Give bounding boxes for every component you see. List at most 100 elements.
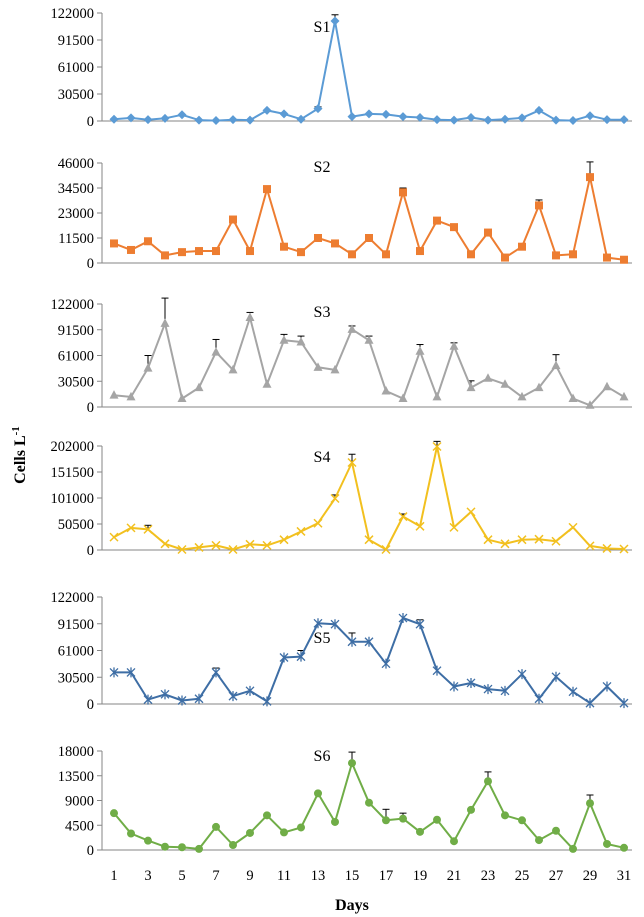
- data-point: [484, 228, 492, 237]
- data-point: [143, 694, 153, 705]
- data-point: [534, 693, 544, 704]
- data-point: [449, 681, 459, 692]
- data-point: [619, 391, 629, 401]
- data-point: [194, 382, 204, 392]
- panel-label: S2: [314, 159, 331, 176]
- data-point: [449, 522, 459, 532]
- y-tick-label: 101000: [51, 491, 95, 507]
- data-point: [262, 696, 272, 707]
- data-point: [415, 112, 425, 122]
- data-point: [398, 112, 408, 122]
- data-point: [501, 253, 509, 262]
- data-point: [313, 362, 323, 371]
- data-point: [160, 113, 170, 123]
- x-tick-label: 1: [110, 868, 117, 884]
- x-tick-labels: 1 3 5 7 9 11 13 15 17 19 21 23 25 27 29 31: [110, 868, 631, 884]
- data-point: [246, 247, 254, 256]
- x-tick-label: 13: [311, 868, 326, 884]
- data-point: [483, 115, 493, 125]
- x-tick-label: 3: [144, 868, 151, 884]
- data-point: [110, 239, 118, 248]
- data-point: [313, 104, 323, 114]
- data-point: [415, 346, 425, 355]
- data-point: [109, 390, 119, 399]
- data-point: [347, 324, 357, 333]
- y-tick-label: 18000: [58, 744, 94, 760]
- data-point: [296, 651, 306, 662]
- data-point: [364, 335, 374, 344]
- data-point: [433, 815, 441, 824]
- data-point: [534, 105, 544, 115]
- data-point: [194, 542, 204, 552]
- data-point: [228, 544, 238, 555]
- data-point: [364, 109, 374, 119]
- data-point: [246, 828, 254, 837]
- y-tick-label: 91500: [58, 617, 94, 633]
- panel-label: S5: [314, 630, 331, 647]
- data-point: [399, 814, 407, 823]
- data-point: [381, 109, 391, 119]
- data-point: [551, 115, 561, 125]
- data-point: [432, 115, 442, 125]
- data-point: [212, 822, 220, 831]
- data-point: [619, 115, 629, 125]
- y-tick-label: 122000: [51, 590, 95, 606]
- data-point: [449, 341, 459, 350]
- data-point: [177, 110, 187, 120]
- data-point: [535, 201, 543, 210]
- y-tick-label: 61000: [58, 644, 94, 660]
- data-point: [330, 493, 340, 504]
- data-point: [313, 518, 323, 528]
- data-point: [432, 665, 442, 676]
- data-point: [398, 393, 408, 403]
- data-point: [586, 173, 594, 182]
- data-point: [398, 512, 408, 522]
- data-point: [365, 234, 373, 242]
- y-axis-title-text: Cells L: [12, 435, 29, 483]
- data-point: [381, 658, 391, 669]
- panel-label: S6: [314, 748, 331, 765]
- data-point: [568, 393, 578, 403]
- data-point: [602, 115, 612, 125]
- data-point: [228, 115, 238, 125]
- data-point: [585, 400, 595, 409]
- data-point: [160, 689, 170, 700]
- y-tick-label: 13500: [58, 769, 94, 785]
- data-point: [466, 507, 476, 517]
- data-point: [161, 842, 169, 851]
- data-point: [245, 312, 255, 322]
- data-point: [603, 253, 611, 262]
- data-point: [110, 809, 118, 818]
- data-point: [416, 247, 424, 256]
- panel-s2: 0 11500 23000 34500 46000 S2: [58, 156, 632, 272]
- data-point: [347, 457, 357, 468]
- data-point: [518, 816, 526, 825]
- data-point: [518, 242, 526, 251]
- data-point: [330, 364, 340, 374]
- data-point: [178, 843, 186, 852]
- data-point: [262, 540, 272, 550]
- series-line: [114, 617, 625, 705]
- y-tick-label: 122000: [51, 6, 95, 22]
- data-point: [143, 524, 153, 534]
- data-point: [297, 248, 305, 257]
- data-point: [178, 248, 186, 257]
- data-point: [552, 826, 560, 835]
- y-tick-label: 61000: [58, 349, 94, 365]
- data-point: [245, 685, 255, 696]
- data-point: [603, 839, 611, 848]
- data-point: [245, 115, 255, 125]
- series-line: [113, 316, 625, 407]
- data-point: [296, 336, 306, 346]
- x-tick-label: 9: [246, 868, 253, 884]
- y-tick-label: 23000: [58, 206, 94, 222]
- data-point: [449, 115, 459, 125]
- data-point: [331, 239, 339, 248]
- data-point: [279, 535, 289, 545]
- data-point: [195, 844, 203, 853]
- y-tick-label: 61000: [58, 60, 94, 76]
- y-tick-label: 122000: [51, 297, 95, 313]
- panel-s3: 0 30500 61000 91500 122000 S3: [51, 297, 632, 416]
- data-point: [314, 789, 322, 798]
- data-point: [228, 364, 238, 374]
